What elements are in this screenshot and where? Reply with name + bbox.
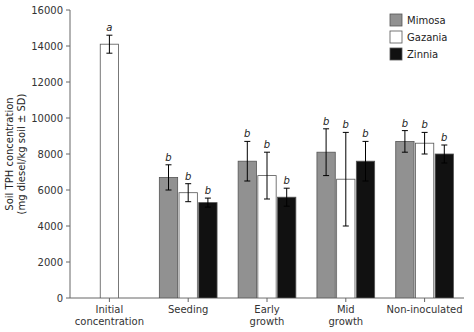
legend: Mimosa Gazania Zinnia xyxy=(390,14,448,60)
y-tick-label: 16000 xyxy=(31,5,63,16)
y-tick xyxy=(66,82,70,83)
error-bar xyxy=(244,141,250,181)
error-bar xyxy=(166,165,172,190)
y-tick xyxy=(66,298,70,299)
significance-label: b xyxy=(185,171,191,182)
bar xyxy=(179,193,197,298)
error-bar xyxy=(205,198,211,207)
x-tick-label: Initialconcentration xyxy=(75,304,144,327)
significance-label: b xyxy=(323,116,329,127)
error-bar xyxy=(264,152,270,199)
legend-swatch xyxy=(390,31,402,43)
x-tick xyxy=(188,298,189,302)
y-tick xyxy=(66,10,70,11)
y-tick xyxy=(66,226,70,227)
x-tick-label: Seeding xyxy=(168,304,208,315)
chart: 0 2000 4000 6000 8000 10000 12000 14000 16000 Soi… xyxy=(0,0,474,332)
x-tick xyxy=(424,298,425,302)
significance-labels: b b b b a b b b b b b b b xyxy=(106,22,447,196)
error-bar xyxy=(343,132,349,226)
significance-label: b xyxy=(284,175,290,186)
legend-label: Zinnia xyxy=(407,49,438,60)
significance-label: b xyxy=(165,152,171,163)
legend-label: Mimosa xyxy=(407,15,446,26)
bar xyxy=(278,197,296,298)
error-bar xyxy=(441,145,447,163)
y-axis-line xyxy=(70,10,71,298)
significance-label: a xyxy=(106,22,112,33)
legend-label: Gazania xyxy=(407,32,448,43)
y-tick-label: 4000 xyxy=(38,221,63,232)
legend-swatch xyxy=(390,14,402,26)
y-tick-label: 0 xyxy=(57,293,63,304)
bar xyxy=(159,177,177,298)
error-bar xyxy=(106,35,112,53)
bar xyxy=(356,161,374,298)
significance-label: b xyxy=(205,185,211,196)
bar xyxy=(199,203,217,298)
significance-label: b xyxy=(343,119,349,130)
y-tick-label: 2000 xyxy=(38,257,63,268)
error-bar xyxy=(402,131,408,153)
bar xyxy=(435,154,453,298)
x-axis: Initialconcentration Seeding Earlygrowth Mi… xyxy=(70,298,464,327)
x-tick-label: Non-inoculated xyxy=(387,304,463,315)
bar xyxy=(415,143,433,298)
y-tick xyxy=(66,118,70,119)
y-tick xyxy=(66,190,70,191)
y-tick-label: 8000 xyxy=(38,149,63,160)
y-tick-label: 12000 xyxy=(31,77,63,88)
x-tick-label: Earlygrowth xyxy=(250,304,285,327)
x-tick xyxy=(267,298,268,302)
y-tick xyxy=(66,262,70,263)
significance-label: b xyxy=(244,128,250,139)
bar xyxy=(238,161,256,298)
y-axis-label: Soil TPH concentration(mg diesel/kg soil… xyxy=(4,93,27,214)
error-bar xyxy=(185,184,191,202)
significance-label: b xyxy=(441,132,447,143)
bar xyxy=(396,141,414,298)
y-tick-label: 14000 xyxy=(31,41,63,52)
error-bar xyxy=(323,129,329,176)
x-tick-label: Midgrowth xyxy=(328,304,363,327)
significance-label: b xyxy=(421,119,427,130)
bars xyxy=(100,35,453,298)
error-bar xyxy=(422,132,428,154)
significance-label: b xyxy=(362,128,368,139)
x-tick xyxy=(345,298,346,302)
y-tick xyxy=(66,154,70,155)
y-axis: 0 2000 4000 6000 8000 10000 12000 14000 16000 xyxy=(31,5,70,304)
legend-swatch xyxy=(390,48,402,60)
error-bar xyxy=(284,188,290,206)
y-tick-label: 6000 xyxy=(38,185,63,196)
x-tick xyxy=(109,298,110,302)
y-tick-label: 10000 xyxy=(31,113,63,124)
bar xyxy=(100,44,118,298)
significance-label: b xyxy=(264,139,270,150)
significance-label: b xyxy=(402,118,408,129)
error-bar xyxy=(363,141,369,181)
y-tick xyxy=(66,46,70,47)
